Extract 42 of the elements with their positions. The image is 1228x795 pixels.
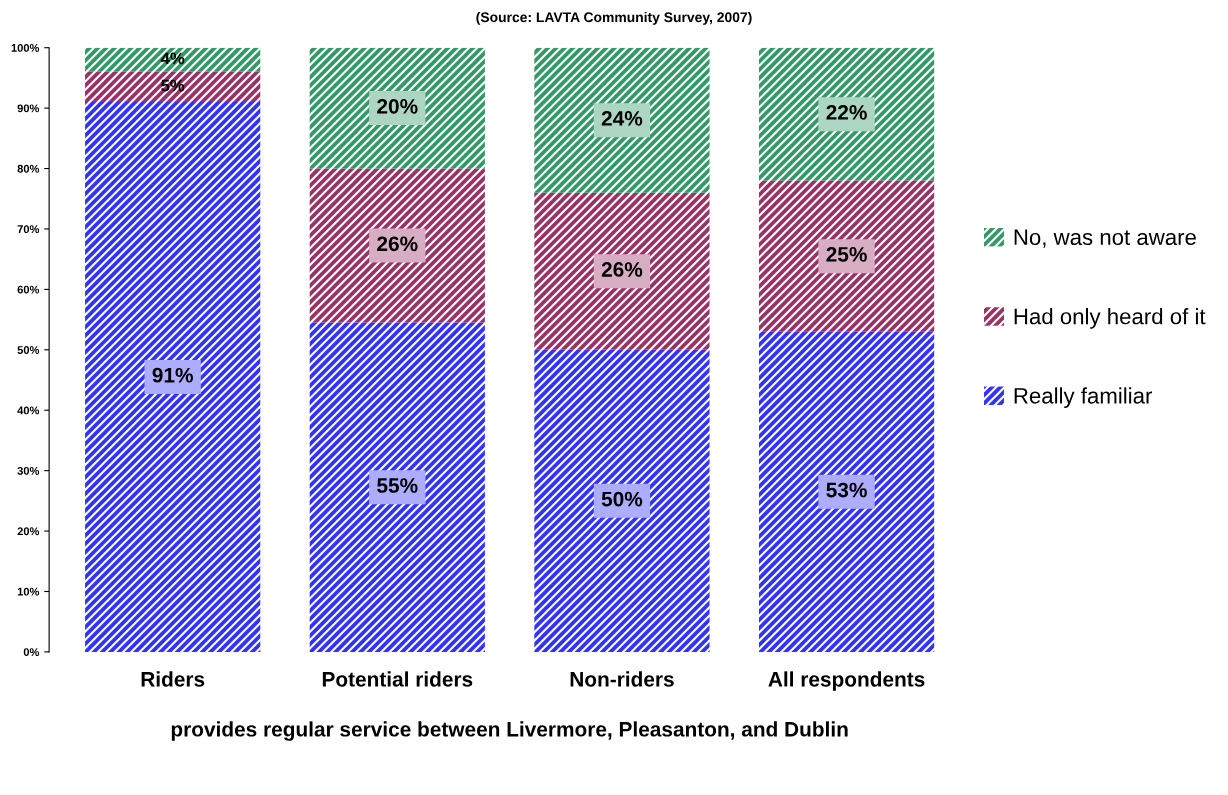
bar xyxy=(534,349,710,652)
y-tick-label: 60% xyxy=(17,285,40,294)
data-label: 91% xyxy=(152,367,193,383)
bar xyxy=(309,322,485,652)
x-tick-label: Non-riders xyxy=(570,671,674,687)
data-label: 25% xyxy=(826,246,867,262)
x-tick-label: All respondents xyxy=(768,671,925,691)
legend-label: Really familiar xyxy=(1014,387,1153,409)
x-tick-label: Riders xyxy=(141,671,205,687)
data-label: 50% xyxy=(601,491,643,507)
legend-label: Had only heard of it xyxy=(1014,308,1206,329)
y-tick-label: 90% xyxy=(17,104,40,113)
y-tick-label: 40% xyxy=(17,406,40,415)
bar xyxy=(758,47,935,181)
bar xyxy=(534,192,710,350)
data-label: 26% xyxy=(601,262,643,277)
x-axis-title: provides regular service between Livermore, Pleasanton, and Dublin xyxy=(171,721,848,741)
data-label: 20% xyxy=(377,98,418,114)
data-label: 24% xyxy=(601,111,643,126)
bar xyxy=(85,102,261,652)
data-label: 26% xyxy=(377,236,418,252)
y-tick-label: 50% xyxy=(17,346,40,354)
bar xyxy=(758,180,935,332)
bar xyxy=(85,47,261,72)
x-tick-label: Potential riders xyxy=(322,671,473,687)
data-label: 22% xyxy=(826,105,867,120)
y-tick-label: 30% xyxy=(17,466,40,475)
y-tick-label: 10% xyxy=(17,587,40,596)
y-tick-label: 80% xyxy=(17,164,40,173)
y-tick-label: 70% xyxy=(17,225,40,234)
bar xyxy=(309,47,485,169)
bar xyxy=(85,71,261,103)
data-label: 55% xyxy=(377,478,418,493)
bar xyxy=(534,47,710,193)
y-tick-label: 0% xyxy=(23,648,40,657)
bar xyxy=(309,168,485,323)
data-label: 53% xyxy=(826,482,867,498)
bar xyxy=(758,331,935,652)
y-tick-label: 20% xyxy=(17,527,40,536)
chart-title: (Source: LAVTA Community Survey, 2007) xyxy=(476,11,752,25)
y-tick-label: 100% xyxy=(11,43,40,52)
legend-label: No, was not aware xyxy=(1014,229,1196,248)
